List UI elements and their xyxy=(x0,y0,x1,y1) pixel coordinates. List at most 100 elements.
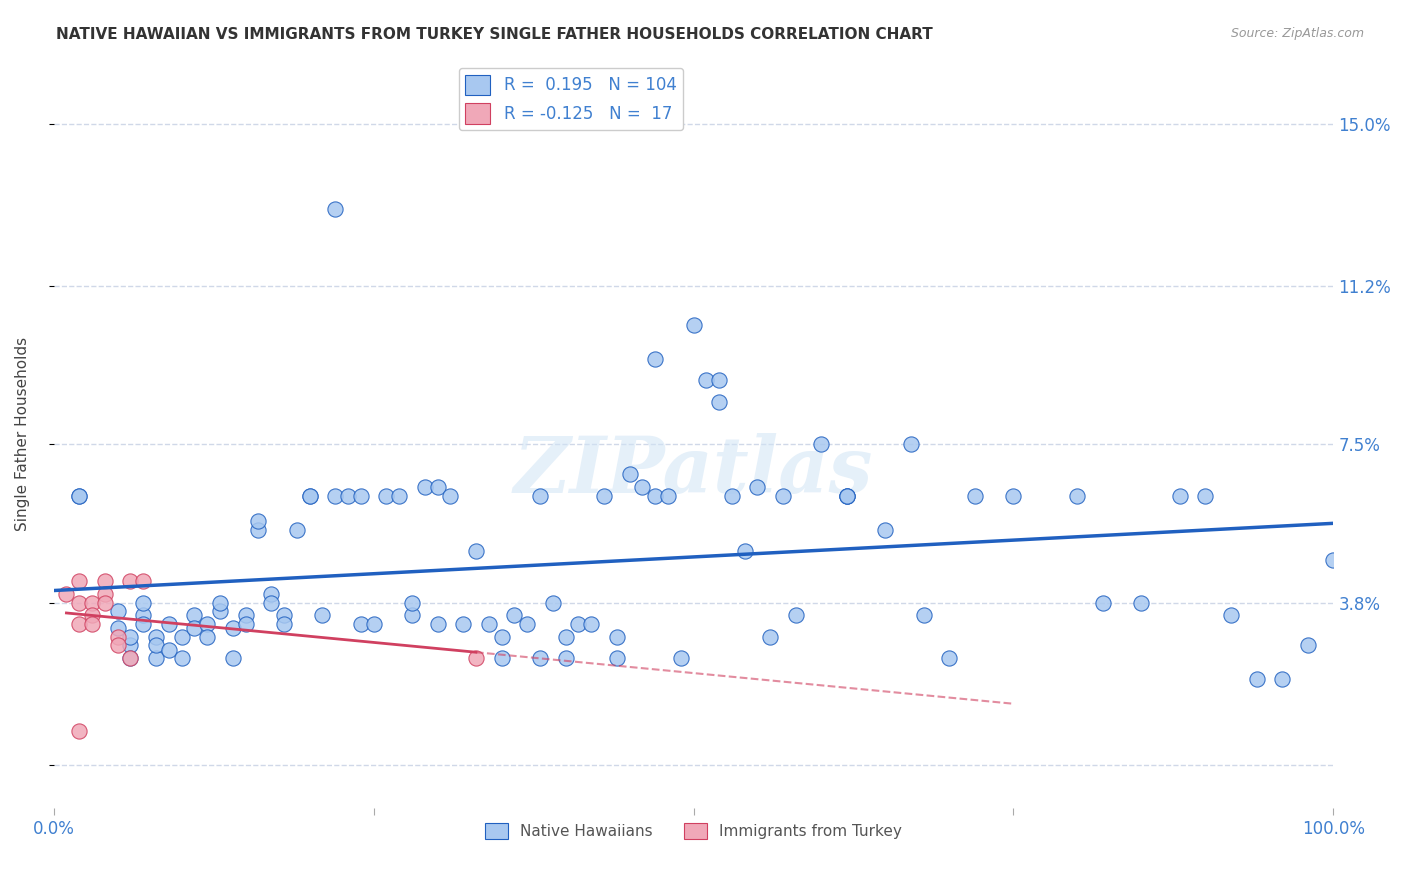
Point xyxy=(747,480,769,494)
Point xyxy=(208,604,231,618)
Point xyxy=(707,394,730,409)
Point xyxy=(451,616,474,631)
Point xyxy=(491,630,513,644)
Point xyxy=(401,595,423,609)
Point xyxy=(516,616,538,631)
Y-axis label: Single Father Households: Single Father Households xyxy=(15,336,30,531)
Point xyxy=(759,630,782,644)
Point xyxy=(1296,638,1319,652)
Point xyxy=(120,651,142,665)
Point xyxy=(529,489,551,503)
Point xyxy=(67,489,90,503)
Point xyxy=(682,318,704,332)
Point xyxy=(695,373,717,387)
Point xyxy=(875,523,897,537)
Point xyxy=(606,651,628,665)
Point xyxy=(707,373,730,387)
Point xyxy=(835,489,858,503)
Point xyxy=(170,651,193,665)
Point xyxy=(55,587,77,601)
Point xyxy=(157,616,180,631)
Point xyxy=(107,638,129,652)
Point xyxy=(132,574,155,589)
Point xyxy=(145,630,167,644)
Point xyxy=(132,608,155,623)
Point xyxy=(67,616,90,631)
Point xyxy=(273,608,295,623)
Point xyxy=(567,616,589,631)
Point xyxy=(67,574,90,589)
Point xyxy=(529,651,551,665)
Point xyxy=(183,621,205,635)
Point xyxy=(1220,608,1243,623)
Point xyxy=(785,608,807,623)
Point xyxy=(222,651,245,665)
Point xyxy=(94,595,117,609)
Point xyxy=(120,651,142,665)
Point xyxy=(503,608,526,623)
Point xyxy=(554,630,576,644)
Point xyxy=(669,651,692,665)
Point xyxy=(1168,489,1191,503)
Point xyxy=(1002,489,1025,503)
Point xyxy=(491,651,513,665)
Point xyxy=(401,608,423,623)
Point xyxy=(247,523,270,537)
Point xyxy=(120,630,142,644)
Point xyxy=(835,489,858,503)
Point xyxy=(80,608,103,623)
Point xyxy=(145,638,167,652)
Point xyxy=(554,651,576,665)
Point xyxy=(721,489,744,503)
Point xyxy=(835,489,858,503)
Point xyxy=(260,595,283,609)
Point xyxy=(94,587,117,601)
Point xyxy=(963,489,986,503)
Point xyxy=(132,616,155,631)
Point xyxy=(350,489,373,503)
Point xyxy=(67,723,90,738)
Point xyxy=(120,638,142,652)
Point xyxy=(593,489,616,503)
Point xyxy=(657,489,679,503)
Point xyxy=(388,489,411,503)
Point xyxy=(336,489,359,503)
Point xyxy=(439,489,461,503)
Point xyxy=(478,616,501,631)
Point xyxy=(235,616,257,631)
Point xyxy=(1194,489,1216,503)
Point xyxy=(80,616,103,631)
Point xyxy=(80,595,103,609)
Point xyxy=(619,467,641,482)
Text: ZIPatlas: ZIPatlas xyxy=(513,433,873,509)
Point xyxy=(644,351,666,366)
Point xyxy=(734,544,756,558)
Point xyxy=(145,651,167,665)
Point xyxy=(323,202,346,217)
Point xyxy=(235,608,257,623)
Point xyxy=(465,651,488,665)
Point xyxy=(107,604,129,618)
Point xyxy=(298,489,321,503)
Point xyxy=(363,616,385,631)
Point xyxy=(285,523,308,537)
Point xyxy=(183,608,205,623)
Point xyxy=(579,616,602,631)
Point xyxy=(298,489,321,503)
Point xyxy=(67,595,90,609)
Point xyxy=(375,489,398,503)
Point xyxy=(195,616,218,631)
Point xyxy=(465,544,488,558)
Point xyxy=(1066,489,1088,503)
Point xyxy=(631,480,654,494)
Point xyxy=(195,630,218,644)
Point xyxy=(912,608,935,623)
Point xyxy=(311,608,333,623)
Point xyxy=(350,616,373,631)
Point xyxy=(1271,673,1294,687)
Point xyxy=(1322,553,1344,567)
Point xyxy=(107,621,129,635)
Point xyxy=(541,595,564,609)
Point xyxy=(810,437,832,451)
Point xyxy=(772,489,794,503)
